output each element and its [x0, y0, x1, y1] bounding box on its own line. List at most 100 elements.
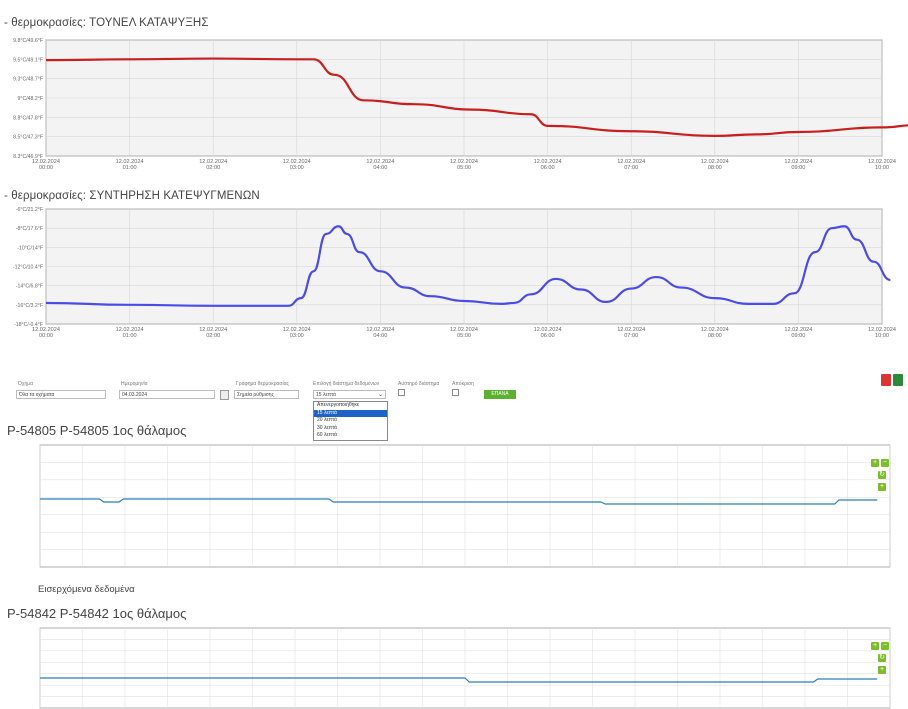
vehicle-select[interactable]: Όλα τα οχήματα	[16, 390, 106, 399]
calendar-icon[interactable]	[220, 390, 229, 400]
series-line	[45, 57, 908, 137]
chart-title-frozen-storage: - θερμοκρασίες: ΣΥΝΤΗΡΗΣΗ ΚΑΤΕΨΥΓΜΕΝΩΝ	[4, 190, 260, 202]
dropdown-option[interactable]: Απενεργοποιήθηκε	[317, 402, 360, 408]
x-tick-time: 01:00	[123, 165, 137, 171]
y-tick-label: -10°C/14°F	[17, 245, 43, 251]
response-label: Απόκριση	[452, 381, 474, 387]
x-tick-time: 03:00	[290, 165, 304, 171]
y-tick-label: 8.5°C/47.3°F	[13, 135, 43, 141]
x-tick-time: 02:00	[206, 165, 220, 171]
series-line	[40, 498, 878, 505]
graph-select[interactable]: Σημεία ρύθμισης	[234, 390, 299, 399]
dropdown-option[interactable]: 30 λεπτά	[317, 424, 337, 431]
x-tick-date: 12.02.2024	[868, 159, 896, 165]
y-tick-label: -6°C/21.2°F	[16, 207, 43, 213]
interval-dropdown[interactable]: Απενεργοποιήθηκε 15 λεπτά 20 λεπτά 30 λε…	[313, 401, 388, 441]
interval-select[interactable]: 15 λεπτά ⌄	[313, 390, 386, 399]
x-tick-date: 12.02.2024	[366, 327, 394, 333]
x-tick-date: 12.02.2024	[534, 327, 562, 333]
zoom-in-icon[interactable]: +	[871, 459, 879, 467]
dropdown-option-selected[interactable]: 15 λεπτά	[314, 409, 387, 417]
x-tick-time: 08:00	[708, 333, 722, 339]
x-tick-time: 03:00	[290, 333, 304, 339]
x-tick-time: 10:00	[875, 165, 889, 171]
series-line	[40, 677, 878, 683]
apply-button[interactable]: ΕΠΑΝΑ	[484, 390, 516, 399]
dropdown-option[interactable]: 60 λεπτά	[317, 432, 337, 438]
chamber1-chart	[39, 444, 891, 568]
chevron-down-icon: ⌄	[377, 392, 383, 398]
x-tick-time: 09:00	[791, 165, 805, 171]
interval-value: 15 λεπτά	[316, 392, 336, 398]
dropdown-option[interactable]: 20 λεπτά	[317, 417, 337, 423]
y-tick-label: 9.3°C/48.7°F	[13, 77, 43, 83]
zoom-out-icon[interactable]: −	[881, 642, 889, 650]
chamber2-chart	[39, 627, 891, 709]
x-tick-time: 04:00	[373, 333, 387, 339]
x-tick-date: 12.02.2024	[701, 327, 729, 333]
pdf-icon[interactable]	[881, 374, 891, 386]
y-tick-label: -8°C/17.6°F	[16, 226, 43, 232]
x-tick-date: 12.02.2024	[784, 159, 812, 165]
response-checkbox[interactable]	[452, 389, 459, 396]
y-tick-label: -18°C/-0.4°F	[14, 322, 43, 328]
strict-interval-checkbox[interactable]	[398, 389, 405, 396]
refresh-icon[interactable]: ↻	[878, 471, 886, 479]
graph-label: Γράφημα θερμοκρασίας	[236, 381, 289, 387]
series-line	[45, 225, 891, 307]
x-tick-time: 07:00	[624, 333, 638, 339]
x-tick-date: 12.02.2024	[366, 159, 394, 165]
x-tick-time: 00:00	[39, 333, 53, 339]
y-tick-label: -16°C/3.2°F	[16, 303, 43, 309]
x-tick-date: 12.02.2024	[283, 327, 311, 333]
x-tick-time: 05:00	[457, 333, 471, 339]
x-tick-time: 06:00	[541, 165, 555, 171]
x-tick-date: 12.02.2024	[32, 327, 60, 333]
x-tick-date: 12.02.2024	[283, 159, 311, 165]
y-tick-label: 8.8°C/47.8°F	[13, 115, 43, 121]
date-label: Ημερομηνία	[121, 381, 148, 387]
x-tick-time: 01:00	[123, 333, 137, 339]
x-tick-date: 12.02.2024	[116, 327, 144, 333]
y-tick-label: -12°C/10.4°F	[13, 265, 43, 271]
chamber2-title: P-54842 P-54842 1ος θάλαμος	[7, 606, 187, 621]
x-tick-date: 12.02.2024	[617, 327, 645, 333]
tunnel-temperature-chart: 9.8°C/49.6°F 9.5°C/49.1°F 9.3°C/48.7°F 9°C/…	[13, 38, 908, 171]
strict-interval-label: Αυστηρό διάστημα	[398, 381, 440, 387]
chamber1-title: P-54805 P-54805 1ος θάλαμος	[7, 423, 187, 438]
x-tick-time: 05:00	[457, 165, 471, 171]
incoming-data-label: Εισερχόμενα δεδομένα	[38, 584, 135, 595]
y-tick-label: 9°C/48.2°F	[18, 96, 44, 102]
interval-label: Επιλογή διάστημα δεδομένων	[313, 381, 380, 387]
x-tick-time: 07:00	[624, 165, 638, 171]
expand-icon[interactable]: +	[878, 483, 886, 491]
x-tick-date: 12.02.2024	[868, 327, 896, 333]
expand-icon[interactable]: +	[878, 666, 886, 674]
date-input[interactable]: 04.03.2024	[119, 390, 215, 399]
excel-icon[interactable]	[893, 374, 903, 386]
vehicle-label: Όχημα	[18, 381, 34, 387]
y-tick-label: 9.5°C/49.1°F	[13, 57, 43, 63]
refresh-icon[interactable]: ↻	[878, 654, 886, 662]
x-tick-date: 12.02.2024	[784, 327, 812, 333]
y-tick-label: 8.3°C/46.9°F	[13, 154, 43, 160]
x-tick-date: 12.02.2024	[199, 327, 227, 333]
x-tick-time: 08:00	[708, 165, 722, 171]
frozen-storage-chart: -6°C/21.2°F -8°C/17.6°F -10°C/14°F -12°C/10…	[13, 207, 896, 339]
x-tick-date: 12.02.2024	[701, 159, 729, 165]
zoom-out-icon[interactable]: −	[881, 459, 889, 467]
x-tick-date: 12.02.2024	[534, 159, 562, 165]
x-tick-time: 09:00	[791, 333, 805, 339]
x-tick-date: 12.02.2024	[450, 327, 478, 333]
x-tick-time: 00:00	[39, 165, 53, 171]
x-tick-date: 12.02.2024	[617, 159, 645, 165]
x-tick-date: 12.02.2024	[116, 159, 144, 165]
zoom-in-icon[interactable]: +	[871, 642, 879, 650]
y-tick-label: -14°C/6.8°F	[16, 284, 43, 290]
x-tick-time: 04:00	[373, 165, 387, 171]
chart-title-tunnel: - θερμοκρασίες: ΤΟΥΝΕΛ ΚΑΤΑΨΥΞΗΣ	[4, 17, 209, 29]
x-tick-date: 12.02.2024	[450, 159, 478, 165]
x-tick-time: 06:00	[541, 333, 555, 339]
x-tick-date: 12.02.2024	[199, 159, 227, 165]
x-tick-time: 10:00	[875, 333, 889, 339]
